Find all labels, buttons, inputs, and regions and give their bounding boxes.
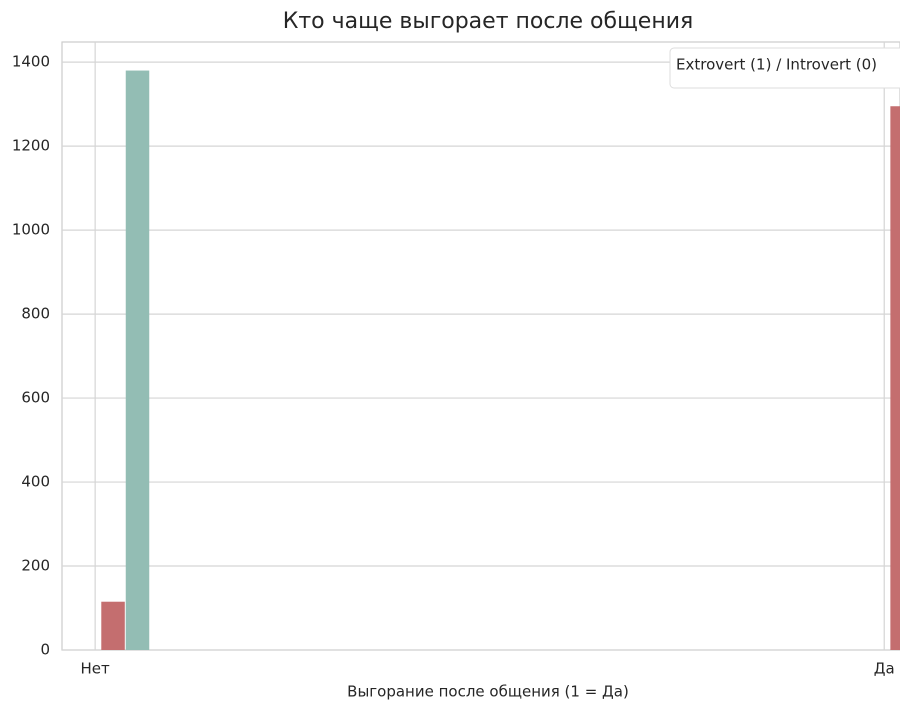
y-tick-label: 400 — [21, 473, 50, 491]
chart-title: Кто чаще выгорает после общения — [283, 9, 694, 34]
legend-box — [669, 47, 900, 89]
bar — [890, 106, 900, 650]
x-axis-label: Выгорание после общения (1 = Да) — [347, 683, 629, 701]
y-tick-label: 1200 — [12, 137, 50, 155]
y-tick-label: 0 — [40, 641, 50, 659]
plot-area — [61, 41, 900, 651]
y-tick-label: 200 — [21, 557, 50, 575]
y-tick-label: 800 — [21, 305, 50, 323]
y-tick-label: 1000 — [12, 221, 50, 239]
x-tick-label: Да — [874, 660, 895, 678]
legend-title: Extrovert (1) / Introvert (0) — [676, 56, 877, 74]
bar — [101, 601, 125, 650]
y-tick-label: 600 — [21, 389, 50, 407]
y-tick-label: 1400 — [12, 53, 50, 71]
bar — [125, 70, 150, 650]
x-tick-label: Нет — [81, 660, 111, 678]
